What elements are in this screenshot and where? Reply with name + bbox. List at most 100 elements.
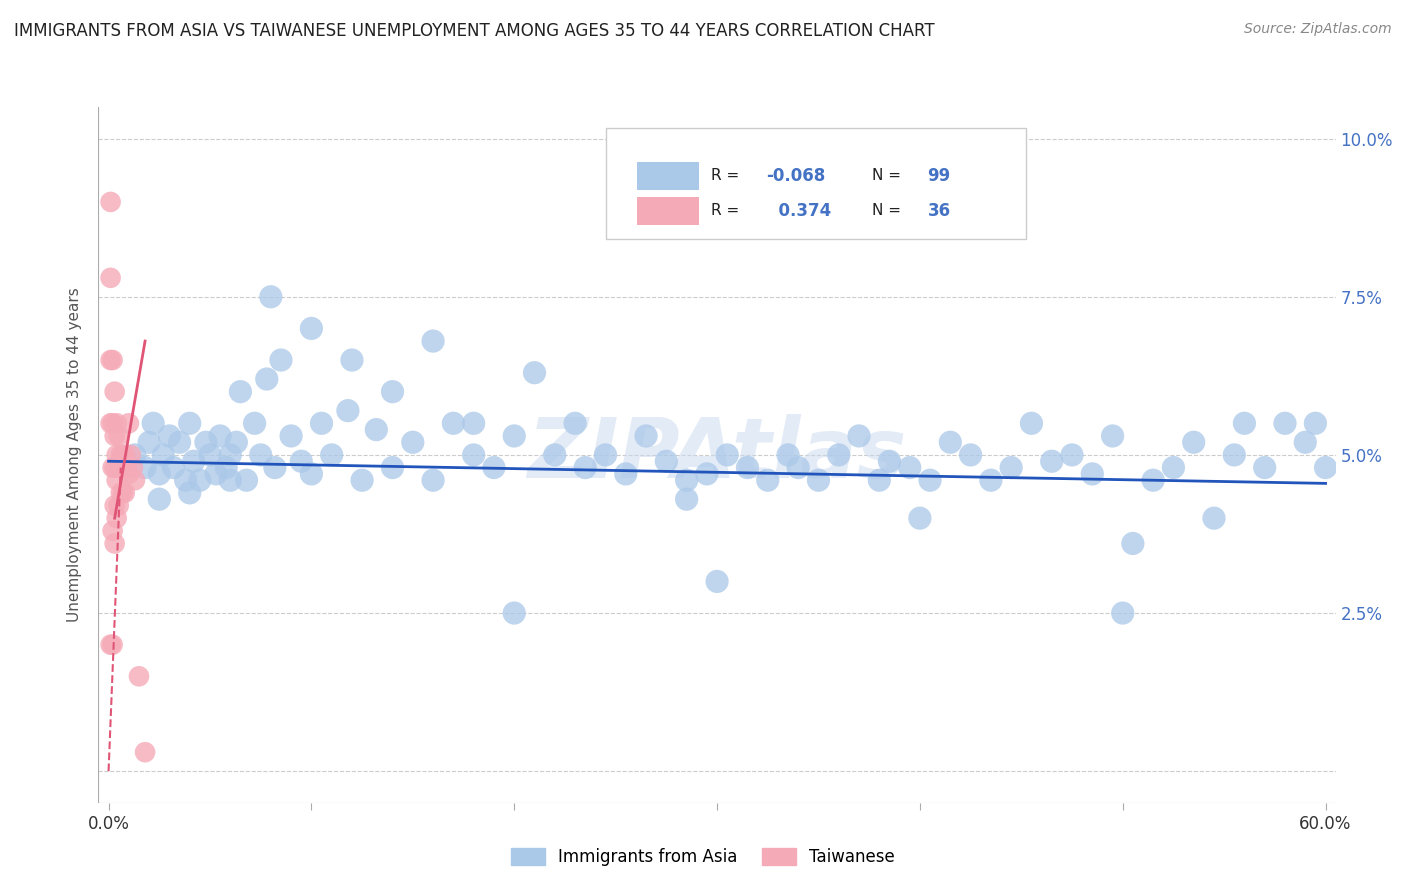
Point (311, 417, 333, 431)
Point (142, 417, 165, 431)
Point (564, 417, 586, 431)
Point (152, 448, 174, 462)
Point (114, 448, 136, 462)
Text: N =: N = (872, 169, 905, 183)
Point (107, 460, 129, 475)
Point (101, 524, 124, 538)
Point (422, 473, 444, 487)
Point (101, 353, 124, 368)
Point (104, 384, 127, 399)
Point (299, 467, 322, 481)
Point (1233, 417, 1256, 431)
Point (100, 270, 122, 285)
Point (1274, 417, 1296, 431)
Point (918, 473, 941, 487)
Point (100, 638, 122, 652)
Point (614, 467, 637, 481)
Point (179, 417, 201, 431)
Point (828, 448, 851, 462)
Point (756, 473, 779, 487)
Point (104, 429, 127, 443)
Point (1182, 435, 1205, 450)
Point (100, 353, 122, 368)
Point (290, 454, 312, 468)
Point (122, 460, 145, 475)
Point (114, 486, 136, 500)
Point (463, 448, 485, 462)
Point (381, 384, 404, 399)
Point (280, 429, 302, 443)
Point (111, 448, 134, 462)
Point (264, 460, 287, 475)
Point (939, 435, 962, 450)
Point (138, 435, 160, 450)
Point (1142, 473, 1164, 487)
Point (105, 473, 128, 487)
Point (124, 473, 146, 487)
Bar (637, 161, 699, 190)
Point (148, 467, 170, 481)
Point (636, 429, 658, 443)
Point (807, 473, 830, 487)
Point (101, 460, 124, 475)
Point (574, 460, 596, 475)
Point (198, 448, 221, 462)
Point (1223, 448, 1246, 462)
Point (134, 745, 156, 759)
Point (128, 669, 150, 683)
Point (1294, 435, 1316, 450)
Point (848, 429, 870, 443)
Point (183, 454, 205, 468)
Text: N =: N = (872, 203, 905, 219)
Point (503, 606, 526, 620)
Point (101, 638, 124, 652)
Point (1101, 429, 1123, 443)
Point (104, 499, 127, 513)
Point (101, 417, 124, 431)
Point (879, 454, 901, 468)
Point (441, 417, 464, 431)
Point (959, 448, 981, 462)
Point (868, 473, 890, 487)
Point (115, 460, 138, 475)
Text: R =: R = (711, 169, 744, 183)
Text: 36: 36 (928, 202, 950, 219)
Text: -0.068: -0.068 (766, 167, 825, 185)
Point (118, 417, 141, 431)
Point (523, 366, 546, 380)
Point (352, 473, 374, 487)
Point (105, 448, 128, 462)
Point (544, 448, 567, 462)
Text: 0.374: 0.374 (766, 202, 831, 219)
Point (110, 486, 132, 500)
Point (104, 536, 127, 550)
Point (1060, 448, 1083, 462)
Point (148, 492, 170, 507)
Point (675, 492, 697, 507)
Point (219, 448, 242, 462)
Point (1254, 460, 1277, 475)
Point (209, 429, 232, 443)
Point (1163, 460, 1185, 475)
Point (243, 417, 266, 431)
Point (1305, 417, 1327, 431)
Point (898, 460, 921, 475)
Point (980, 473, 1002, 487)
Point (124, 448, 146, 462)
Point (706, 574, 728, 589)
Point (169, 435, 191, 450)
Point (1081, 467, 1104, 481)
Point (162, 460, 184, 475)
Point (595, 448, 617, 462)
Point (111, 486, 134, 500)
Point (787, 460, 810, 475)
Point (105, 511, 128, 525)
Text: IMMIGRANTS FROM ASIA VS TAIWANESE UNEMPLOYMENT AMONG AGES 35 TO 44 YEARS CORRELA: IMMIGRANTS FROM ASIA VS TAIWANESE UNEMPL… (14, 22, 935, 40)
Y-axis label: Unemployment Among Ages 35 to 44 years: Unemployment Among Ages 35 to 44 years (67, 287, 83, 623)
Point (110, 448, 132, 462)
Point (188, 473, 211, 487)
Bar (637, 196, 699, 225)
Point (270, 353, 292, 368)
Point (422, 334, 444, 348)
Text: R =: R = (711, 203, 744, 219)
